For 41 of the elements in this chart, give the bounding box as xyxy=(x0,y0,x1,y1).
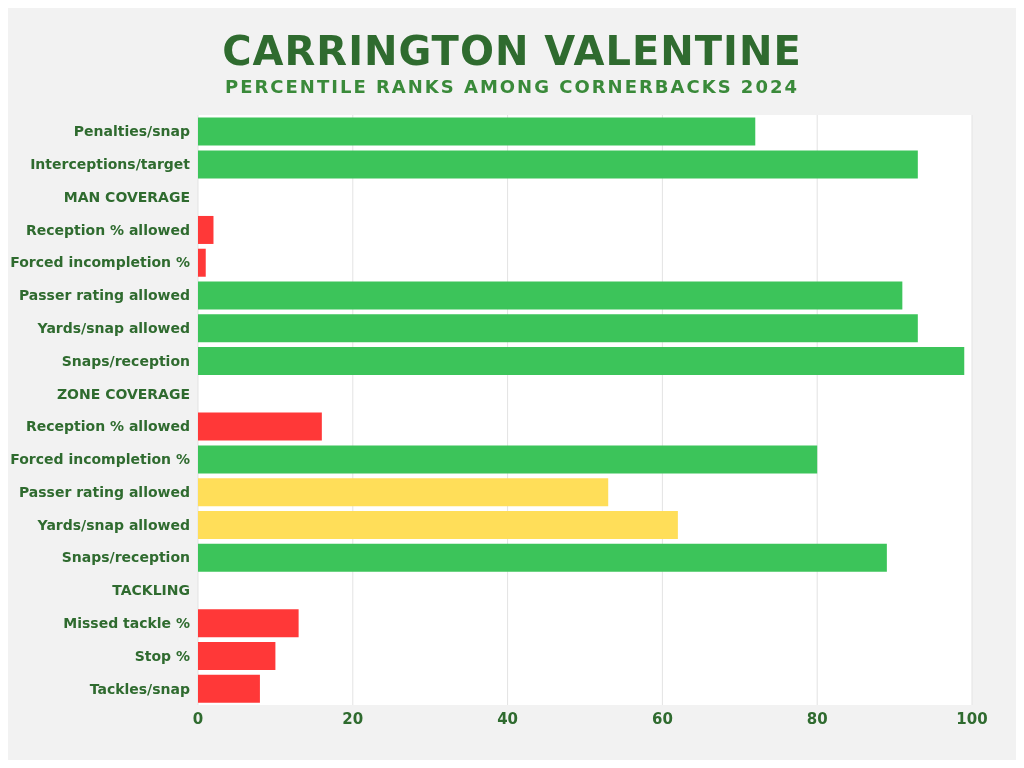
y-tick-label: ZONE COVERAGE xyxy=(56,385,190,402)
y-tick-label: Passer rating allowed xyxy=(18,483,190,500)
y-tick-label: Tackles/snap xyxy=(89,680,190,697)
y-tick-label: Snaps/reception xyxy=(61,352,190,369)
y-tick-label: Forced incompletion % xyxy=(10,254,190,271)
x-tick-label: 40 xyxy=(497,709,519,728)
bar xyxy=(198,215,214,244)
y-tick-label: MAN COVERAGE xyxy=(63,188,190,205)
bar xyxy=(198,510,678,539)
chart-title: CARRINGTON VALENTINE xyxy=(221,28,803,74)
x-tick-label: 20 xyxy=(342,709,364,728)
x-tick-label: 60 xyxy=(651,709,673,728)
y-tick-label: Yards/snap allowed xyxy=(36,516,190,533)
bar xyxy=(198,609,299,638)
bar xyxy=(198,150,918,179)
y-tick-label: Passer rating allowed xyxy=(18,287,190,304)
y-tick-label: Reception % allowed xyxy=(25,221,190,238)
bar xyxy=(198,642,276,671)
chart-subtitle: PERCENTILE RANKS AMONG CORNERBACKS 2024 xyxy=(224,76,800,97)
bar xyxy=(198,248,206,277)
y-tick-label: Snaps/reception xyxy=(61,549,190,566)
bar xyxy=(198,117,756,146)
y-tick-label: Stop % xyxy=(134,647,190,664)
bar xyxy=(198,543,887,572)
y-tick-label: Missed tackle % xyxy=(63,615,190,632)
bar xyxy=(198,412,322,441)
x-tick-label: 80 xyxy=(806,709,828,728)
y-tick-label: Yards/snap allowed xyxy=(36,320,190,337)
bar xyxy=(198,347,965,376)
y-tick-label: TACKLING xyxy=(112,582,190,599)
y-tick-label: Reception % allowed xyxy=(25,418,190,435)
x-tick-label: 100 xyxy=(956,709,988,728)
bar xyxy=(198,445,818,474)
y-tick-label: Forced incompletion % xyxy=(10,451,190,468)
x-tick-label: 0 xyxy=(192,709,204,728)
bar xyxy=(198,314,918,343)
y-tick-label: Penalties/snap xyxy=(73,123,190,140)
y-tick-label: Interceptions/target xyxy=(30,156,191,173)
bar xyxy=(198,281,903,310)
bar xyxy=(198,478,609,507)
bar xyxy=(198,674,260,703)
